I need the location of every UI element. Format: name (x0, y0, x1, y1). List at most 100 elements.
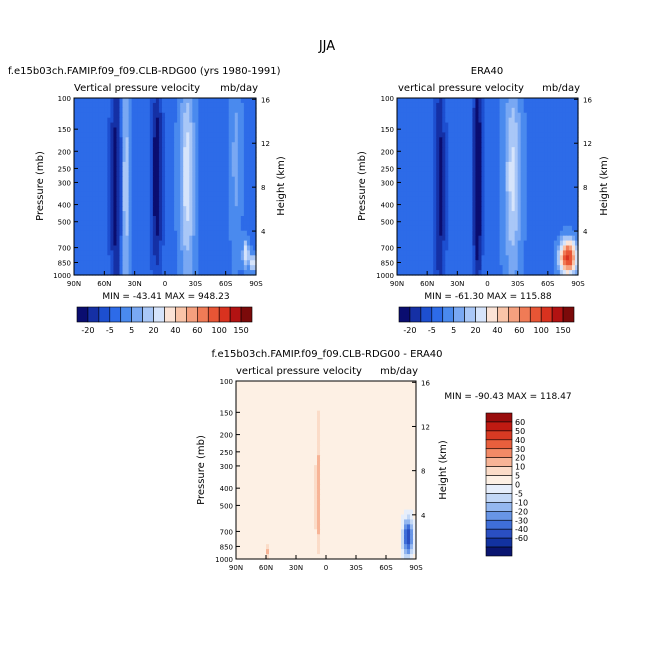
heatmap-cell (547, 122, 552, 129)
heatmap-cell (374, 415, 378, 422)
heatmap-cell (143, 240, 148, 247)
heatmap-cell (454, 191, 458, 197)
heatmap-cell (568, 230, 573, 237)
heatmap-cell (116, 132, 121, 138)
heatmap-cell (125, 102, 130, 109)
heatmap-cell (237, 171, 242, 178)
heatmap-cell (186, 181, 190, 188)
heatmap-cell (454, 166, 458, 173)
heatmap-cell (107, 245, 111, 252)
heatmap-cell (406, 157, 410, 163)
heatmap-cell (158, 127, 163, 134)
heatmap-cell (219, 176, 224, 183)
heatmap-cell (409, 191, 413, 197)
heatmap-cell (272, 395, 276, 402)
heatmap-cell (436, 147, 440, 153)
heatmap-cell (535, 260, 540, 266)
heatmap-cell (171, 220, 175, 227)
heatmap-cell (460, 270, 464, 276)
heatmap-cell (538, 112, 543, 119)
heatmap-cell (222, 127, 227, 134)
heatmap-cell (113, 260, 118, 266)
heatmap-cell (228, 157, 233, 163)
heatmap-cell (140, 206, 145, 212)
heatmap-cell (418, 196, 422, 202)
heatmap-cell (219, 255, 224, 261)
heatmap-cell (445, 157, 449, 163)
heatmap-cell (493, 132, 498, 138)
heatmap-cell (161, 230, 166, 237)
heatmap-cell (532, 107, 537, 114)
heatmap-cell (119, 176, 124, 183)
heatmap-cell (195, 98, 199, 104)
heatmap-cell (204, 107, 209, 114)
heatmap-cell (246, 142, 251, 148)
heatmap-cell (216, 250, 221, 256)
heatmap-cell (409, 211, 413, 217)
heatmap-cell (409, 122, 413, 129)
heatmap-cell (326, 400, 330, 407)
heatmap-cell (198, 265, 202, 271)
heatmap-cell (183, 176, 187, 183)
heatmap-cell (365, 405, 369, 412)
heatmap-cell (246, 176, 251, 183)
heatmap-cell (192, 157, 196, 163)
heatmap-cell (406, 98, 410, 104)
heatmap-cell (287, 381, 291, 387)
heatmap-cell (171, 157, 175, 163)
heatmap-cell (149, 270, 154, 276)
heatmap-cell (311, 385, 315, 392)
heatmap-cell (418, 206, 422, 212)
heatmap-cell (183, 142, 187, 148)
heatmap-cell (219, 107, 224, 114)
heatmap-cell (323, 420, 327, 427)
heatmap-cell (161, 176, 166, 183)
heatmap-cell (137, 191, 142, 197)
heatmap-cell (442, 112, 446, 119)
heatmap-cell (92, 196, 96, 202)
heatmap-cell (460, 225, 464, 232)
heatmap-cell (245, 385, 249, 392)
heatmap-cell (478, 201, 483, 207)
heatmap-cell (140, 132, 145, 138)
heatmap-cell (463, 255, 467, 261)
heatmap-cell (237, 211, 242, 217)
heatmap-cell (413, 405, 417, 412)
heatmap-cell (424, 245, 428, 252)
heatmap-cell (490, 127, 495, 134)
heatmap-cell (171, 127, 175, 134)
heatmap-cell (347, 405, 351, 412)
heatmap-cell (158, 171, 163, 178)
heatmap-cell (574, 166, 579, 173)
heatmap-cell (571, 260, 576, 266)
heatmap-cell (272, 420, 276, 427)
heatmap-cell (460, 137, 464, 143)
heatmap-cell (517, 220, 522, 227)
heatmap-cell (122, 112, 127, 119)
heatmap-cell (397, 265, 401, 271)
heatmap-cell (344, 390, 348, 397)
heatmap-cell (436, 211, 440, 217)
heatmap-cell (538, 216, 543, 222)
heatmap-cell (556, 152, 561, 158)
heatmap-cell (418, 98, 422, 104)
heatmap-cell (140, 225, 145, 232)
heatmap-cell (469, 235, 474, 242)
heatmap-cell (481, 235, 486, 242)
heatmap-cell (110, 201, 115, 207)
heatmap-cell (538, 166, 543, 173)
heatmap-cell (541, 206, 546, 212)
heatmap-cell (407, 385, 411, 392)
heatmap-cell (397, 255, 401, 261)
heatmap-cell (493, 181, 498, 188)
heatmap-cell (240, 201, 245, 207)
heatmap-cell (89, 142, 93, 148)
heatmap-cell (421, 98, 425, 104)
heatmap-cell (463, 250, 467, 256)
heatmap-cell (460, 265, 464, 271)
heatmap-cell (520, 117, 525, 124)
heatmap-cell (404, 395, 408, 402)
heatmap-cell (107, 255, 111, 261)
heatmap-cell (514, 206, 519, 212)
heatmap-cell (83, 216, 87, 222)
